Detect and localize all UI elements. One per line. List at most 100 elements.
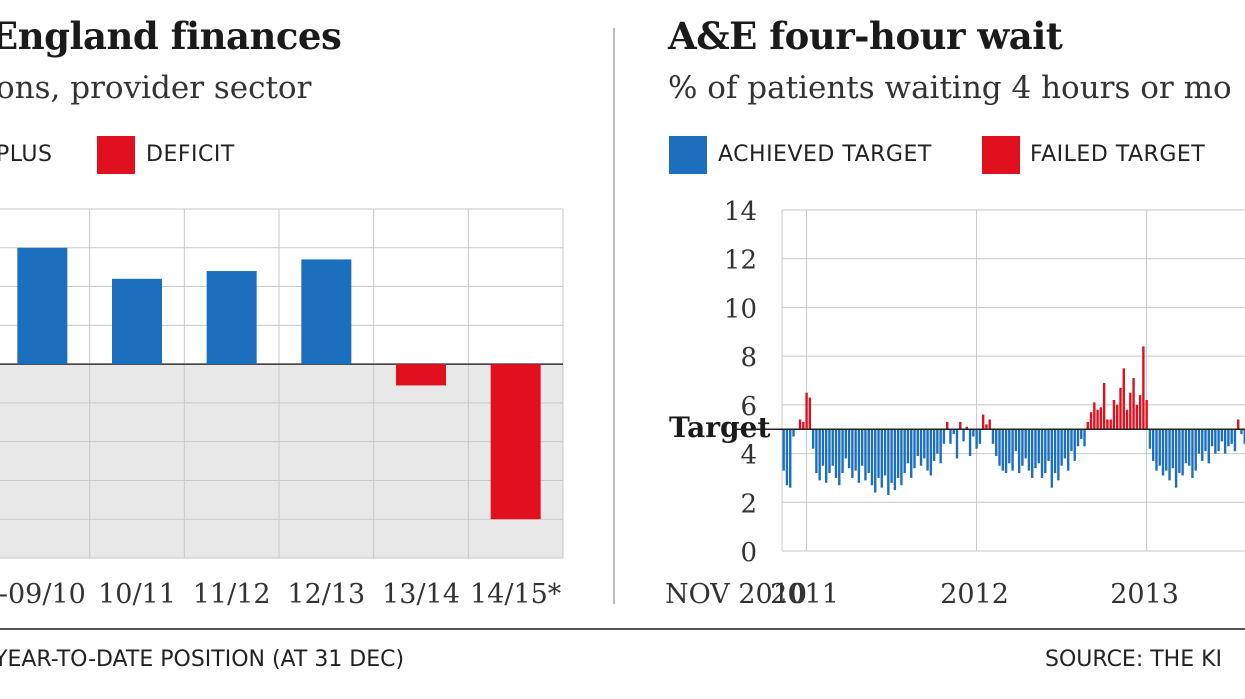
left-chart-subtitle: ons, provider sector — [0, 70, 312, 106]
bar-09-10 — [17, 247, 68, 365]
week-bar — [939, 429, 942, 464]
week-bar — [1174, 429, 1178, 488]
week-bar — [831, 429, 834, 466]
week-bar — [811, 429, 815, 449]
week-bar — [1237, 419, 1240, 430]
week-bar — [883, 429, 887, 476]
week-bar — [1034, 429, 1037, 469]
week-bar — [1155, 429, 1158, 471]
week-bar — [981, 414, 985, 430]
legend-failed-swatch — [982, 136, 1020, 174]
week-bar — [1040, 429, 1044, 478]
week-bar — [1080, 429, 1083, 439]
week-bar — [1004, 429, 1008, 474]
week-bar — [962, 429, 965, 442]
week-bar — [1220, 429, 1224, 442]
negative-region-shade — [0, 364, 563, 558]
week-bar — [1165, 429, 1168, 471]
week-bar — [821, 429, 825, 466]
bar-12-13 — [301, 259, 352, 365]
right-chart-title: A&E four-hour wait — [668, 14, 1063, 58]
week-bar — [844, 429, 848, 459]
week-bar — [815, 429, 818, 474]
week-bar — [959, 421, 962, 430]
week-bar — [808, 397, 812, 430]
y-tick-label: 6 — [740, 392, 757, 422]
legend-deficit-label: DEFICIT — [146, 142, 235, 167]
week-bar — [802, 421, 805, 430]
week-bar — [965, 426, 969, 430]
x-tick-label: NOV 2010 — [665, 579, 807, 610]
week-bar — [1037, 429, 1040, 464]
week-bar — [1187, 429, 1191, 466]
x-tick-label: -09/10 — [0, 579, 86, 610]
y-tick-label: 12 — [724, 246, 757, 276]
week-bar — [1086, 421, 1090, 430]
week-bar — [854, 429, 857, 471]
week-bar — [942, 429, 946, 444]
x-tick-label: 2013 — [1110, 579, 1179, 610]
week-bar — [860, 429, 864, 466]
week-bar — [955, 429, 959, 459]
week-bar — [825, 429, 828, 483]
week-bar — [906, 429, 910, 464]
legend-surplus-label: PLUS — [0, 142, 53, 167]
week-bar — [1161, 429, 1165, 476]
right-chart-subtitle: % of patients waiting 4 hours or mo — [668, 70, 1232, 106]
target-label: Target — [669, 411, 770, 444]
week-bar — [1031, 429, 1034, 478]
y-tick-label: 4 — [740, 441, 757, 471]
week-bar — [968, 429, 972, 457]
week-bar — [867, 429, 870, 474]
week-bar — [838, 429, 841, 486]
week-bar — [782, 429, 785, 471]
week-bar — [1076, 429, 1080, 447]
week-bar — [900, 429, 903, 486]
week-bar — [1129, 392, 1132, 430]
y-tick-label: 8 — [740, 343, 757, 373]
week-bar — [1217, 429, 1220, 452]
legend-achieved-swatch — [669, 136, 707, 174]
week-bar — [818, 429, 821, 481]
footer-rule — [0, 628, 1245, 630]
week-bar — [1112, 399, 1116, 430]
week-bar — [985, 424, 988, 430]
bar-13-14 — [396, 364, 446, 386]
legend-deficit-swatch — [97, 136, 135, 174]
week-bar — [1024, 429, 1027, 459]
week-bar — [1125, 409, 1129, 430]
week-bar — [932, 429, 936, 461]
week-bar — [1197, 429, 1201, 454]
week-bar — [864, 429, 867, 481]
finances-bar-chart: -09/10 10/11 11/12 12/13 13/14 14/15* — [0, 208, 564, 610]
week-bar — [1017, 429, 1021, 474]
week-bar — [1109, 419, 1112, 430]
week-bar — [1243, 429, 1245, 444]
week-bar — [1135, 404, 1139, 430]
week-bar — [926, 429, 929, 471]
y-tick-label: 0 — [740, 538, 757, 568]
legend-failed-label: FAILED TARGET — [1030, 142, 1206, 167]
panel-divider — [613, 28, 615, 604]
week-bar — [1142, 346, 1145, 430]
week-bar — [1014, 429, 1018, 452]
week-bar — [1047, 429, 1050, 461]
x-tick-label: 13/14 — [382, 579, 460, 610]
bar-14-15- — [490, 364, 541, 520]
week-bar — [1122, 368, 1125, 430]
week-bar — [1227, 429, 1230, 447]
week-bar — [887, 429, 890, 495]
week-bar — [1233, 429, 1237, 452]
y-tick-label: 14 — [724, 197, 757, 227]
week-bar — [913, 429, 916, 469]
week-bar — [1178, 429, 1181, 474]
week-bar — [949, 429, 952, 444]
week-bar — [1152, 429, 1155, 461]
week-bar — [995, 429, 998, 457]
week-bar — [1214, 429, 1217, 454]
week-bar — [1158, 429, 1161, 466]
week-bar — [880, 429, 883, 488]
week-bar — [998, 429, 1001, 466]
week-bar — [890, 429, 893, 483]
week-bar — [972, 429, 975, 437]
